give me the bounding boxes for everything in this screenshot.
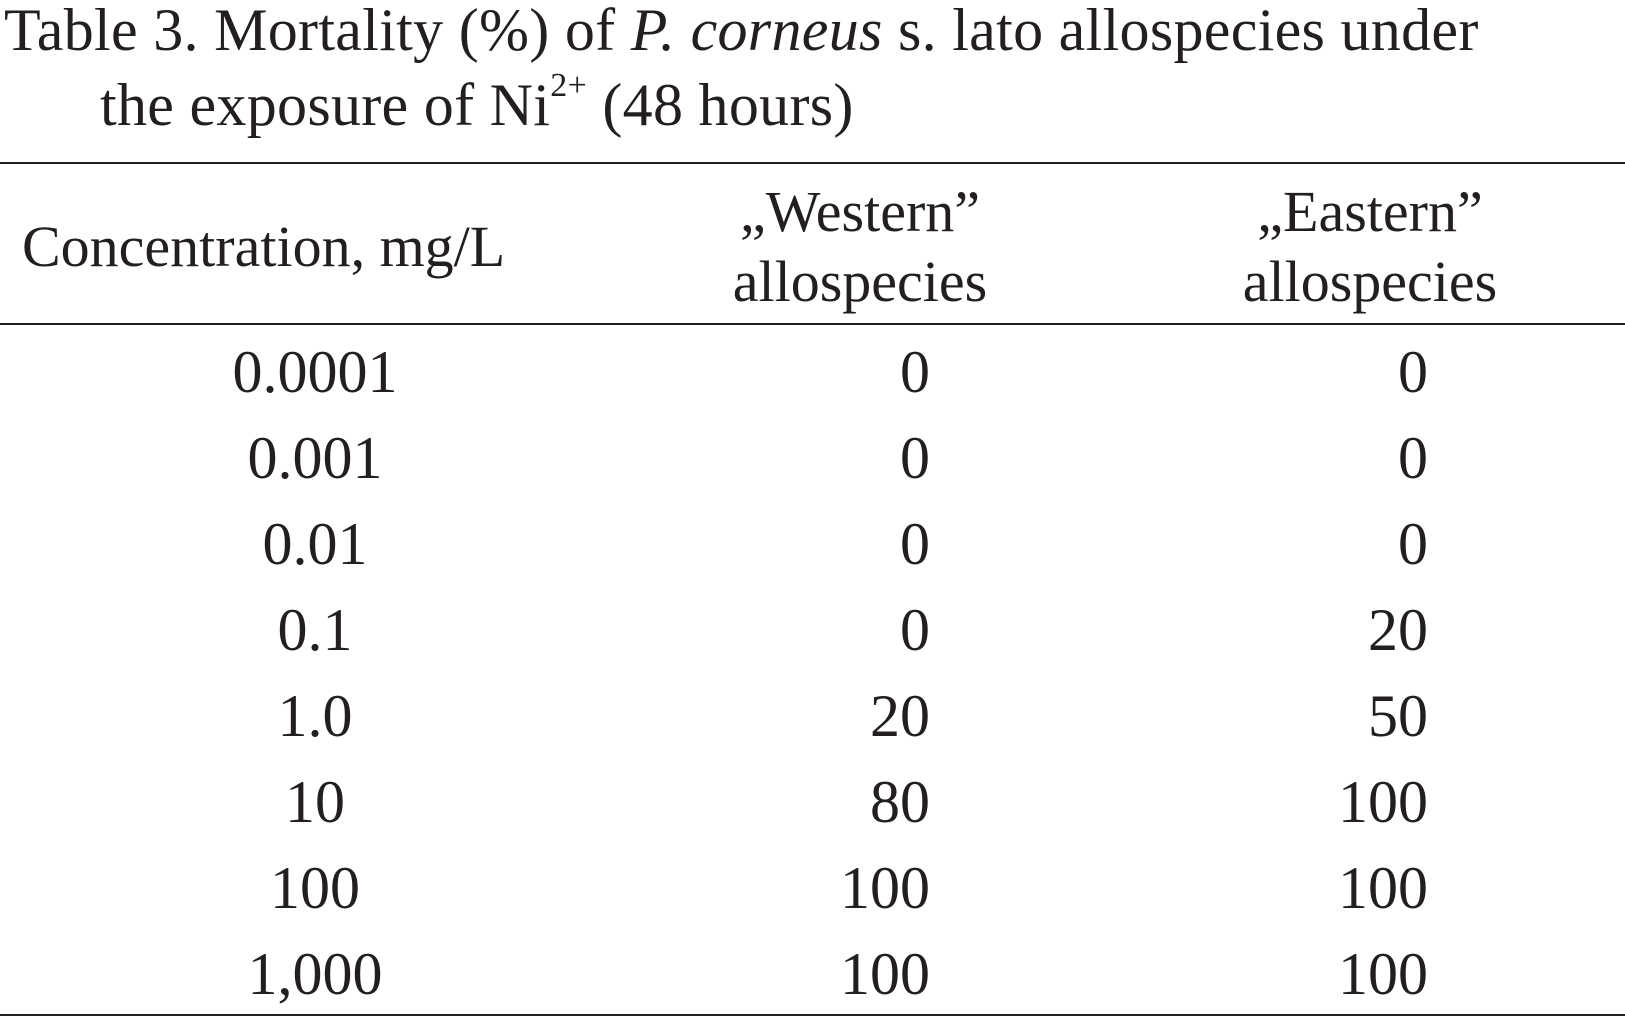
caption-line2-start: the exposure of Ni [100,72,551,138]
cell-eastern: 0 [1398,425,1428,491]
cell-eastern: 100 [1338,769,1428,835]
caption-text-start: Table 3. Mortality (%) of [4,0,631,63]
header-eastern: „Eastern” allospecies [1180,177,1560,317]
table-row: 1,000 100 100 [0,931,1625,1017]
cell-western: 20 [870,683,930,749]
cell-western: 0 [900,511,930,577]
cell-eastern: 0 [1398,511,1428,577]
caption-superscript: 2+ [550,67,588,104]
cell-eastern: 100 [1338,941,1428,1007]
header-western-line2: allospecies [732,249,988,314]
caption-line2-end: (48 hours) [587,72,854,138]
table-row: 0.0001 0 0 [0,329,1625,415]
cell-concentration: 1,000 [247,941,383,1007]
header-western-line1: „Western” [739,179,981,244]
table-header-rule [0,323,1625,325]
header-eastern-line2: allospecies [1242,249,1498,314]
cell-concentration: 10 [285,769,345,835]
header-western: „Western” allospecies [680,177,1040,317]
cell-western: 0 [900,425,930,491]
table-row: 0.1 0 20 [0,587,1625,673]
cell-concentration: 0.001 [247,425,383,491]
cell-eastern: 100 [1338,855,1428,921]
cell-western: 100 [840,941,930,1007]
caption-text-end: s. lato allospecies under [882,0,1479,63]
table-row: 0.001 0 0 [0,415,1625,501]
table-row: 100 100 100 [0,845,1625,931]
cell-concentration: 0.1 [277,597,353,663]
cell-western: 100 [840,855,930,921]
cell-concentration: 0.0001 [232,339,398,405]
cell-concentration: 100 [270,855,360,921]
table-row: 10 80 100 [0,759,1625,845]
cell-eastern: 50 [1368,683,1428,749]
cell-concentration: 0.01 [262,511,368,577]
cell-western: 80 [870,769,930,835]
table-row: 0.01 0 0 [0,501,1625,587]
caption-line-2: the exposure of Ni2+ (48 hours) [100,69,854,138]
cell-western: 0 [900,597,930,663]
header-eastern-line1: „Eastern” [1257,179,1483,244]
caption-species-name: P. corneus [630,0,883,63]
cell-eastern: 20 [1368,597,1428,663]
cell-concentration: 1.0 [277,683,353,749]
table-bottom-rule [0,1014,1625,1016]
caption-line-1: Table 3. Mortality (%) of P. corneus s. … [4,0,1479,60]
table-row: 1.0 20 50 [0,673,1625,759]
cell-eastern: 0 [1398,339,1428,405]
table-top-rule [0,162,1625,164]
header-concentration: Concentration, mg/L [22,214,506,279]
cell-western: 0 [900,339,930,405]
